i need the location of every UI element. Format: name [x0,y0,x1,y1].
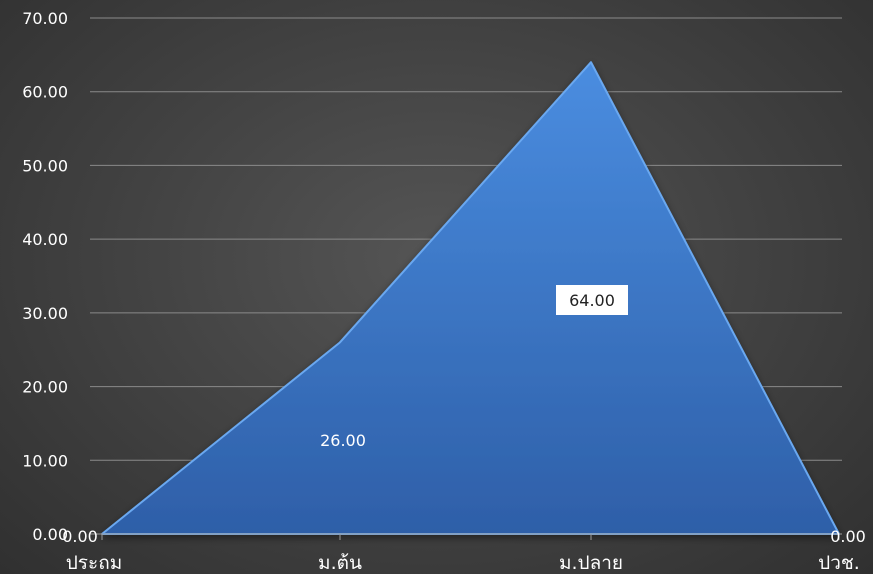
y-tick-label: 10.00 [22,451,68,470]
data-labels: 0.00 26.00 64.00 0.00 [62,285,866,546]
area-series [101,61,840,535]
y-tick-label: 0.00 [32,525,68,544]
data-label-box [556,285,628,315]
y-tick-label: 20.00 [22,378,68,397]
y-tick-label: 50.00 [22,156,68,175]
x-axis [90,533,842,540]
x-tick-label: ประถม [66,552,123,574]
x-tick-label: ม.ต้น [318,552,362,574]
x-tick-label: ปวช. [818,552,860,574]
y-tick-label: 40.00 [22,230,68,249]
y-tick-label: 30.00 [22,304,68,323]
y-tick-label: 60.00 [22,83,68,102]
data-label: 0.00 [830,527,866,546]
data-label: 26.00 [320,431,366,450]
data-label: 64.00 [569,291,615,310]
y-tick-label: 70.00 [22,9,68,28]
y-axis-tick-labels: 0.00 10.00 20.00 30.00 40.00 50.00 60.00 70.00 [22,9,68,544]
x-axis-tick-labels: ประถม ม.ต้น ม.ปลาย ปวช. [66,552,860,574]
area-series-fill [101,61,840,535]
x-tick-label: ม.ปลาย [559,552,623,574]
data-label: 0.00 [62,527,98,546]
